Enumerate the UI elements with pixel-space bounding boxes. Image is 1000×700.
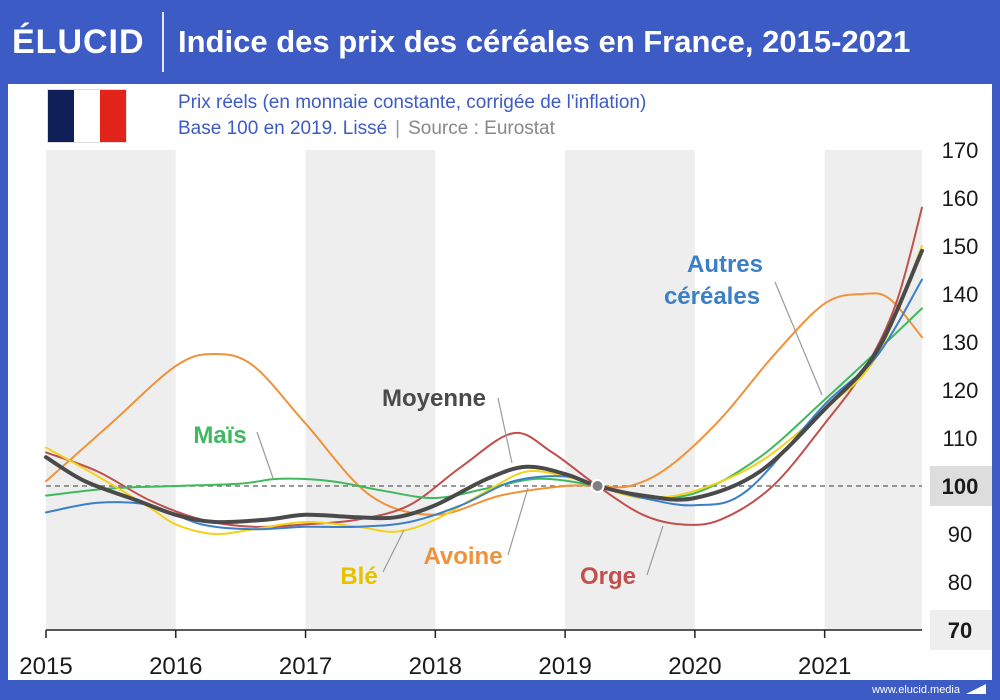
y-tick-highlight <box>930 466 992 506</box>
y-tick-highlight <box>930 610 992 650</box>
series-label-orge: Orge <box>580 563 636 590</box>
reference-point-layer <box>590 479 605 493</box>
label-leader-autres-cereales <box>774 281 823 396</box>
y-tick-label: 130 <box>942 330 979 355</box>
year-band-2016 <box>175 150 306 630</box>
x-tick-label: 2021 <box>798 653 851 680</box>
x-tick-label: 2020 <box>668 653 721 680</box>
year-band-2015 <box>46 150 176 630</box>
x-tick-label: 2017 <box>279 653 332 680</box>
year-band-2020 <box>694 150 825 630</box>
series-line-avoine <box>45 292 923 516</box>
header-divider <box>162 12 164 72</box>
axes: 2015 2016 2017 2018 2019 2020 2021 170 160 150 140… <box>19 138 992 680</box>
year-band-2019 <box>565 150 695 630</box>
elucid-mark-icon <box>966 684 986 694</box>
y-tick-label: 140 <box>942 282 979 307</box>
series-lines <box>44 206 924 536</box>
y-tick-label: 160 <box>942 186 979 211</box>
elucid-logo: ÉLUCID <box>12 23 145 61</box>
source-note: Source : Eurostat <box>408 118 555 139</box>
series-line-moyenne <box>44 248 924 525</box>
series-line-ble <box>45 245 923 536</box>
series-label-mais: Maïs <box>193 422 246 449</box>
series-line-mais <box>45 307 923 500</box>
label-leader-moyenne <box>497 397 513 464</box>
chart-title: Indice des prix des céréales en France, … <box>178 24 911 59</box>
series-label-ble: Blé <box>340 563 377 590</box>
y-tick-label: 150 <box>942 234 979 259</box>
footer-url[interactable]: www.elucid.media <box>871 684 960 696</box>
y-tick-label: 90 <box>948 522 972 547</box>
y-tick-label: 100 <box>942 474 979 499</box>
series-label-cereales: céréales <box>664 283 760 310</box>
label-leader-mais <box>256 431 274 479</box>
x-tick-label: 2016 <box>149 653 202 680</box>
base-note: Base 100 en 2019. Lissé <box>178 118 388 139</box>
series-label-avoine: Avoine <box>423 543 502 570</box>
x-tick-label: 2015 <box>19 653 72 680</box>
france-flag-icon <box>48 90 126 142</box>
y-tick-label: 120 <box>942 378 979 403</box>
series-label-moyenne: Moyenne <box>382 385 486 412</box>
x-tick-label: 2018 <box>409 653 462 680</box>
y-tick-label: 170 <box>942 138 979 163</box>
label-leader-orge <box>646 525 664 576</box>
series-label-autres: Autres <box>687 251 763 278</box>
subtitle-separator: | <box>395 118 401 139</box>
chart-subtitle: Prix réels (en monnaie constante, corrig… <box>178 92 647 113</box>
x-tick-label: 2019 <box>538 653 591 680</box>
year-band-2017 <box>305 150 436 630</box>
label-leader-avoine <box>507 487 529 556</box>
chart-subtitle-base-source: Base 100 en 2019. Lissé | Source : Eurosta… <box>178 116 555 142</box>
series-labels: Maïs Moyenne Autres céréales Blé Avoine Orge <box>193 251 823 590</box>
header-bar: ÉLUCID Indice des prix des céréales en F… <box>0 0 1000 84</box>
y-tick-label: 110 <box>942 426 977 451</box>
year-bands <box>46 150 922 630</box>
y-tick-label: 80 <box>948 570 972 595</box>
reference-point <box>590 479 605 493</box>
year-band-2018 <box>435 150 566 630</box>
y-tick-label: 70 <box>948 618 972 643</box>
label-leader-ble <box>382 529 405 573</box>
